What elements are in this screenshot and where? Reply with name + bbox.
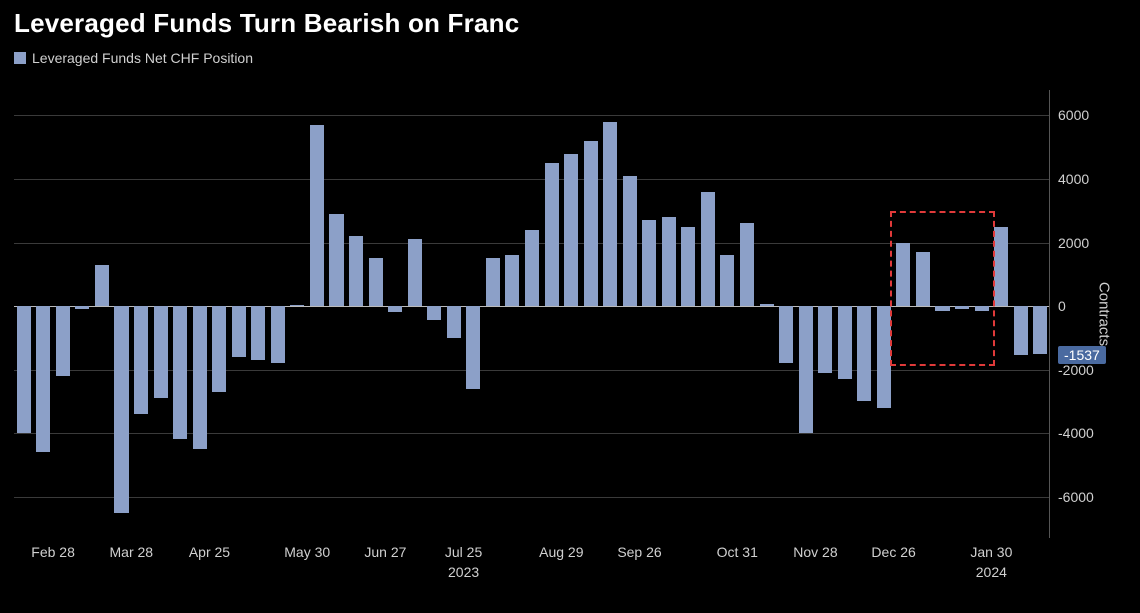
- x-tick-label: Jul 25: [445, 544, 482, 560]
- zero-line: [14, 306, 1049, 307]
- bar: [290, 305, 304, 306]
- bar: [623, 176, 637, 306]
- legend-swatch: [14, 52, 26, 64]
- y-tick-label: 2000: [1058, 235, 1089, 251]
- bar: [642, 220, 656, 306]
- bar: [545, 163, 559, 306]
- bar: [505, 255, 519, 306]
- gridline: [14, 433, 1049, 434]
- bar: [760, 304, 774, 307]
- bar: [173, 306, 187, 439]
- bar: [310, 125, 324, 306]
- bar: [36, 306, 50, 452]
- gridline: [14, 370, 1049, 371]
- bar: [935, 306, 949, 311]
- x-tick-label: Jan 30: [970, 544, 1012, 560]
- x-year-label: 2023: [448, 564, 479, 580]
- bar: [212, 306, 226, 392]
- y-tick-label: 0: [1058, 298, 1066, 314]
- bar: [818, 306, 832, 373]
- bar: [877, 306, 891, 408]
- bar: [564, 154, 578, 307]
- bar: [975, 306, 989, 311]
- bar: [56, 306, 70, 376]
- bar: [349, 236, 363, 306]
- y-tick-label: -6000: [1058, 489, 1094, 505]
- x-tick-label: May 30: [284, 544, 330, 560]
- bar: [681, 227, 695, 306]
- bar: [193, 306, 207, 449]
- x-tick-label: Feb 28: [31, 544, 75, 560]
- bar: [916, 252, 930, 306]
- bar: [95, 265, 109, 306]
- x-year-label: 2024: [976, 564, 1007, 580]
- bar: [603, 122, 617, 306]
- bar: [779, 306, 793, 363]
- bar: [75, 306, 89, 309]
- chart-title: Leveraged Funds Turn Bearish on Franc: [14, 8, 519, 39]
- chart-plot-area: 6000400020000-2000-4000-6000Feb 28Mar 28…: [14, 90, 1050, 538]
- bar: [388, 306, 402, 312]
- x-tick-label: Mar 28: [109, 544, 153, 560]
- x-tick-label: Aug 29: [539, 544, 583, 560]
- bar: [271, 306, 285, 363]
- bar: [251, 306, 265, 360]
- bar: [896, 243, 910, 307]
- bar: [134, 306, 148, 414]
- gridline: [14, 497, 1049, 498]
- bar: [369, 258, 383, 306]
- bar: [838, 306, 852, 379]
- x-tick-label: Oct 31: [717, 544, 758, 560]
- x-tick-label: Jun 27: [364, 544, 406, 560]
- x-tick-label: Dec 26: [871, 544, 915, 560]
- y-tick-label: -4000: [1058, 425, 1094, 441]
- bar: [114, 306, 128, 513]
- bar: [466, 306, 480, 389]
- bar: [525, 230, 539, 306]
- y-tick-label: -2000: [1058, 362, 1094, 378]
- y-axis-label: Contracts: [1095, 282, 1112, 346]
- bar: [486, 258, 500, 306]
- bar: [799, 306, 813, 433]
- bar: [740, 223, 754, 306]
- x-tick-label: Sep 26: [617, 544, 661, 560]
- gridline: [14, 179, 1049, 180]
- bar: [232, 306, 246, 357]
- bar: [447, 306, 461, 338]
- gridline: [14, 115, 1049, 116]
- bar: [427, 306, 441, 320]
- x-tick-label: Apr 25: [189, 544, 230, 560]
- bar: [857, 306, 871, 401]
- bar: [584, 141, 598, 306]
- y-tick-label: 6000: [1058, 107, 1089, 123]
- y-tick-label: 4000: [1058, 171, 1089, 187]
- value-callout: -1537: [1058, 346, 1106, 364]
- bar: [720, 255, 734, 306]
- bar: [154, 306, 168, 398]
- bar: [955, 306, 969, 309]
- legend-label: Leveraged Funds Net CHF Position: [32, 50, 253, 66]
- bar: [329, 214, 343, 306]
- legend: Leveraged Funds Net CHF Position: [14, 50, 253, 66]
- bar: [408, 239, 422, 306]
- bar: [994, 227, 1008, 306]
- bar: [1014, 306, 1028, 355]
- bar: [1033, 306, 1047, 354]
- bar: [17, 306, 31, 433]
- bar: [701, 192, 715, 306]
- x-tick-label: Nov 28: [793, 544, 837, 560]
- bar: [662, 217, 676, 306]
